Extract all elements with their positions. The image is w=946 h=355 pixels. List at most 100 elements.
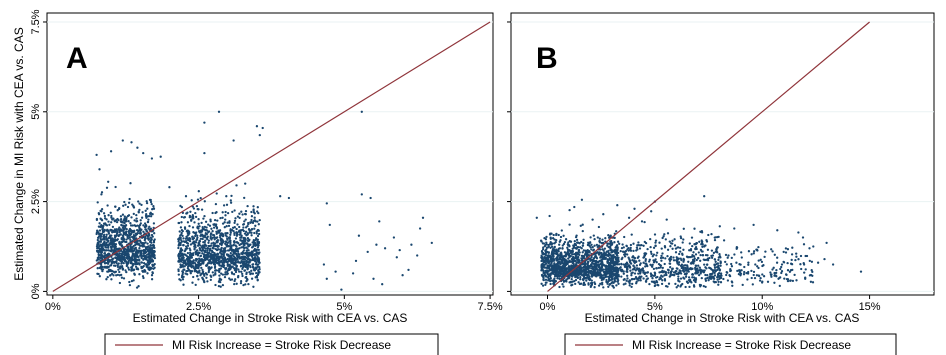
scatter-point-a-2371 — [254, 239, 257, 242]
scatter-point-b-433 — [593, 237, 596, 241]
y-axis-title-a: Estimated Change in MI Risk with CEA vs.… — [12, 27, 26, 280]
scatter-point-b-1746 — [660, 247, 663, 250]
scatter-point-b-1968 — [682, 266, 685, 270]
scatter-point-a-687 — [129, 224, 133, 227]
scatter-point-a-453 — [125, 238, 128, 241]
scatter-point-a-411 — [141, 275, 145, 278]
scatter-point-b-2031 — [692, 276, 696, 279]
scatter-point-b-2013 — [644, 258, 647, 261]
x-tick-label-a-3: 7.5% — [478, 301, 503, 313]
scatter-point-a-1773 — [254, 224, 257, 227]
scatter-point-a-2169 — [177, 252, 181, 255]
scatter-point-a-2155 — [248, 251, 251, 254]
scatter-point-b-1334 — [589, 278, 592, 281]
scatter-point-a-1023 — [95, 218, 99, 222]
scatter-point-b-2205 — [769, 271, 772, 274]
scatter-point-b-1845 — [682, 258, 686, 262]
scatter-point-a-1718 — [258, 218, 261, 222]
scatter-point-b-855 — [613, 263, 616, 267]
scatter-point-a-142 — [140, 203, 143, 207]
scatter-point-b-664 — [579, 276, 582, 279]
scatter-point-a-1447 — [233, 209, 236, 212]
scatter-point-a-699 — [126, 246, 129, 249]
scatter-point-a-2089 — [215, 255, 218, 258]
scatter-point-a-1506 — [209, 278, 212, 282]
scatter-point-b-1859 — [674, 282, 677, 286]
scatter-point-a-341 — [125, 230, 128, 233]
scatter-point-b-1889 — [642, 261, 645, 264]
scatter-point-a-1630 — [209, 262, 213, 265]
scatter-point-a-2184 — [181, 258, 185, 262]
scatter-point-a-979 — [114, 205, 117, 208]
scatter-point-a-958 — [118, 240, 121, 244]
scatter-point-a-239 — [96, 238, 99, 242]
scatter-point-a-38 — [109, 211, 112, 214]
scatter-point-a-2202 — [245, 262, 248, 265]
scatter-point-b-998 — [547, 258, 550, 262]
scatter-point-b-1139 — [549, 232, 552, 235]
scatter-point-a-1039 — [129, 250, 133, 253]
scatter-point-b-1763 — [707, 279, 710, 282]
scatter-point-b-2166 — [743, 270, 746, 274]
scatter-point-a-1763 — [208, 249, 212, 252]
scatter-point-a-2308 — [229, 201, 233, 204]
scatter-point-b-1965 — [630, 272, 633, 275]
scatter-point-a-1664 — [250, 277, 254, 280]
scatter-point-b-1637 — [679, 277, 683, 280]
scatter-point-b-2182 — [750, 269, 753, 273]
scatter-point-a-2180 — [213, 236, 216, 239]
scatter-point-b-1124 — [568, 260, 572, 264]
scatter-point-b-2279 — [812, 245, 815, 248]
scatter-point-a-2218 — [233, 240, 236, 243]
scatter-point-a-58 — [142, 224, 145, 227]
scatter-point-a-2231 — [214, 283, 217, 287]
scatter-point-a-46 — [120, 273, 123, 277]
scatter-point-a-1015 — [117, 258, 120, 261]
scatter-point-b-2221 — [808, 274, 812, 277]
scatter-point-a-2327 — [192, 231, 195, 234]
scatter-point-a-1980 — [242, 229, 245, 233]
scatter-point-b-1811 — [703, 269, 706, 272]
scatter-point-a-821 — [120, 241, 124, 244]
scatter-point-b-1899 — [627, 246, 630, 250]
scatter-point-a-2119 — [228, 277, 231, 280]
scatter-point-a-2446 — [168, 186, 171, 189]
scatter-point-a-2414 — [354, 259, 358, 263]
scatter-point-a-1500 — [256, 210, 259, 213]
scatter-point-a-1065 — [130, 235, 134, 239]
scatter-point-a-2411 — [322, 263, 326, 266]
scatter-point-a-1401 — [224, 210, 227, 214]
scatter-point-a-1348 — [192, 207, 196, 210]
scatter-point-b-1694 — [674, 247, 678, 250]
scatter-point-a-261 — [106, 270, 109, 273]
scatter-point-b-1283 — [553, 262, 556, 265]
scatter-point-b-1867 — [643, 252, 647, 255]
scatter-point-a-728 — [135, 228, 139, 232]
scatter-point-a-1066 — [98, 275, 101, 278]
scatter-point-a-954 — [113, 219, 116, 222]
scatter-point-a-287 — [149, 200, 153, 204]
scatter-point-a-257 — [106, 275, 109, 279]
scatter-point-b-2069 — [621, 243, 624, 246]
scatter-point-a-761 — [149, 236, 152, 239]
scatter-point-a-1203 — [234, 270, 238, 274]
scatter-point-b-302 — [561, 247, 564, 250]
scatter-point-a-1518 — [228, 249, 231, 252]
scatter-point-b-2086 — [717, 235, 720, 239]
scatter-point-a-1688 — [229, 231, 232, 234]
scatter-point-a-256 — [143, 237, 147, 241]
scatter-point-b-1700 — [677, 277, 680, 281]
scatter-point-a-470 — [134, 265, 138, 268]
scatter-point-a-1931 — [198, 251, 201, 255]
scatter-point-a-509 — [144, 214, 148, 218]
scatter-point-a-1088 — [96, 272, 99, 275]
scatter-point-b-2002 — [682, 276, 685, 279]
scatter-point-a-514 — [118, 226, 121, 229]
scatter-point-b-1316 — [582, 277, 586, 280]
scatter-point-a-2311 — [202, 245, 205, 249]
scatter-point-b-1842 — [664, 284, 668, 288]
scatter-point-a-465 — [121, 213, 125, 216]
scatter-point-b-2148 — [772, 266, 775, 269]
scatter-point-b-1362 — [593, 264, 596, 267]
scatter-point-a-1696 — [244, 230, 248, 233]
